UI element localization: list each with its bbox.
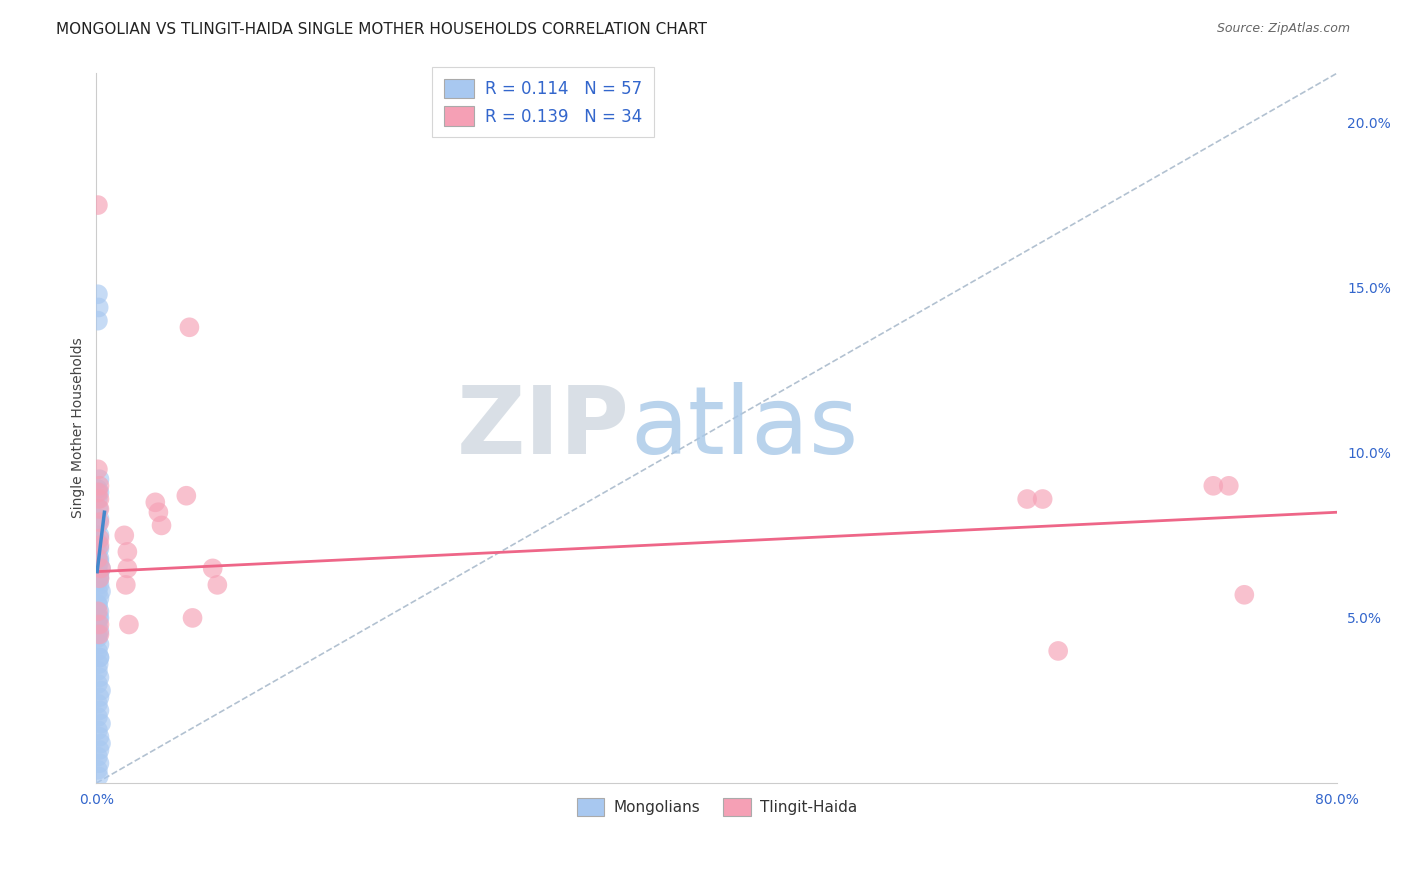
Point (87, 769, 110, 783)
Point (87, 518, 110, 533)
Legend: Mongolians, Tlingit-Haida: Mongolians, Tlingit-Haida (568, 789, 866, 825)
Text: Source: ZipAtlas.com: Source: ZipAtlas.com (1216, 22, 1350, 36)
Point (87, 598, 110, 612)
Point (114, 578, 136, 592)
Point (117, 545, 139, 559)
Point (90, 561, 112, 575)
Point (87, 482, 110, 496)
Point (143, 495, 166, 509)
Point (89, 650, 111, 665)
Point (87, 491, 110, 506)
Point (87, 611, 110, 625)
Point (87, 502, 110, 516)
Point (1218, 479, 1240, 493)
Point (87, 657, 110, 672)
Point (89, 591, 111, 606)
Point (89, 571, 111, 585)
Point (87, 604, 110, 618)
Point (87, 677, 110, 691)
Point (89, 627, 111, 641)
Point (87, 617, 110, 632)
Point (112, 528, 135, 542)
Point (89, 571, 111, 585)
Point (89, 743, 111, 757)
Point (87, 535, 110, 549)
Point (87, 462, 110, 476)
Point (89, 485, 111, 500)
Point (117, 561, 139, 575)
Point (87, 627, 110, 641)
Point (89, 512, 111, 526)
Point (89, 541, 111, 556)
Point (89, 491, 111, 506)
Point (89, 670, 111, 684)
Point (87, 287, 110, 301)
Point (207, 578, 229, 592)
Point (89, 637, 111, 651)
Point (89, 703, 111, 717)
Point (150, 518, 173, 533)
Point (87, 551, 110, 566)
Point (87, 631, 110, 645)
Point (89, 617, 111, 632)
Point (89, 568, 111, 582)
Point (201, 561, 224, 575)
Point (87, 644, 110, 658)
Point (1047, 644, 1070, 658)
Point (87, 710, 110, 724)
Point (89, 690, 111, 705)
Text: MONGOLIAN VS TLINGIT-HAIDA SINGLE MOTHER HOUSEHOLDS CORRELATION CHART: MONGOLIAN VS TLINGIT-HAIDA SINGLE MOTHER… (56, 22, 707, 37)
Point (1017, 491, 1039, 506)
Point (87, 551, 110, 566)
Point (89, 555, 111, 569)
Point (90, 716, 112, 731)
Point (90, 736, 112, 750)
Point (87, 485, 110, 500)
Point (89, 604, 111, 618)
Point (87, 763, 110, 777)
Point (181, 611, 204, 625)
Point (87, 697, 110, 711)
Point (90, 683, 112, 698)
Point (87, 749, 110, 764)
Text: atlas: atlas (630, 382, 858, 474)
Point (1032, 491, 1054, 506)
Point (90, 561, 112, 575)
Point (89, 515, 111, 529)
Point (87, 574, 110, 589)
Point (90, 584, 112, 599)
Point (87, 301, 110, 315)
Point (89, 756, 111, 771)
Point (89, 472, 111, 486)
Point (89, 532, 111, 546)
Point (87, 314, 110, 328)
Point (87, 664, 110, 678)
Point (89, 551, 111, 566)
Point (87, 561, 110, 575)
Point (176, 489, 198, 503)
Point (89, 730, 111, 744)
Point (89, 528, 111, 542)
Point (1202, 479, 1225, 493)
Point (179, 320, 201, 334)
Point (148, 505, 170, 519)
Point (89, 479, 111, 493)
Point (87, 598, 110, 612)
Point (89, 611, 111, 625)
Y-axis label: Single Mother Households: Single Mother Households (72, 338, 86, 518)
Point (87, 723, 110, 738)
Point (87, 545, 110, 559)
Text: ZIP: ZIP (457, 382, 630, 474)
Point (89, 650, 111, 665)
Point (89, 502, 111, 516)
Point (89, 578, 111, 592)
Point (87, 584, 110, 599)
Point (89, 538, 111, 552)
Point (118, 617, 141, 632)
Point (1233, 588, 1256, 602)
Point (87, 198, 110, 212)
Point (89, 624, 111, 639)
